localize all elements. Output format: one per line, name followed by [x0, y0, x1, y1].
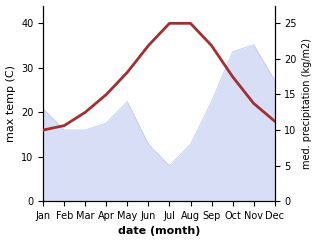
Y-axis label: max temp (C): max temp (C): [5, 65, 16, 142]
X-axis label: date (month): date (month): [118, 227, 200, 236]
Y-axis label: med. precipitation (kg/m2): med. precipitation (kg/m2): [302, 38, 313, 169]
